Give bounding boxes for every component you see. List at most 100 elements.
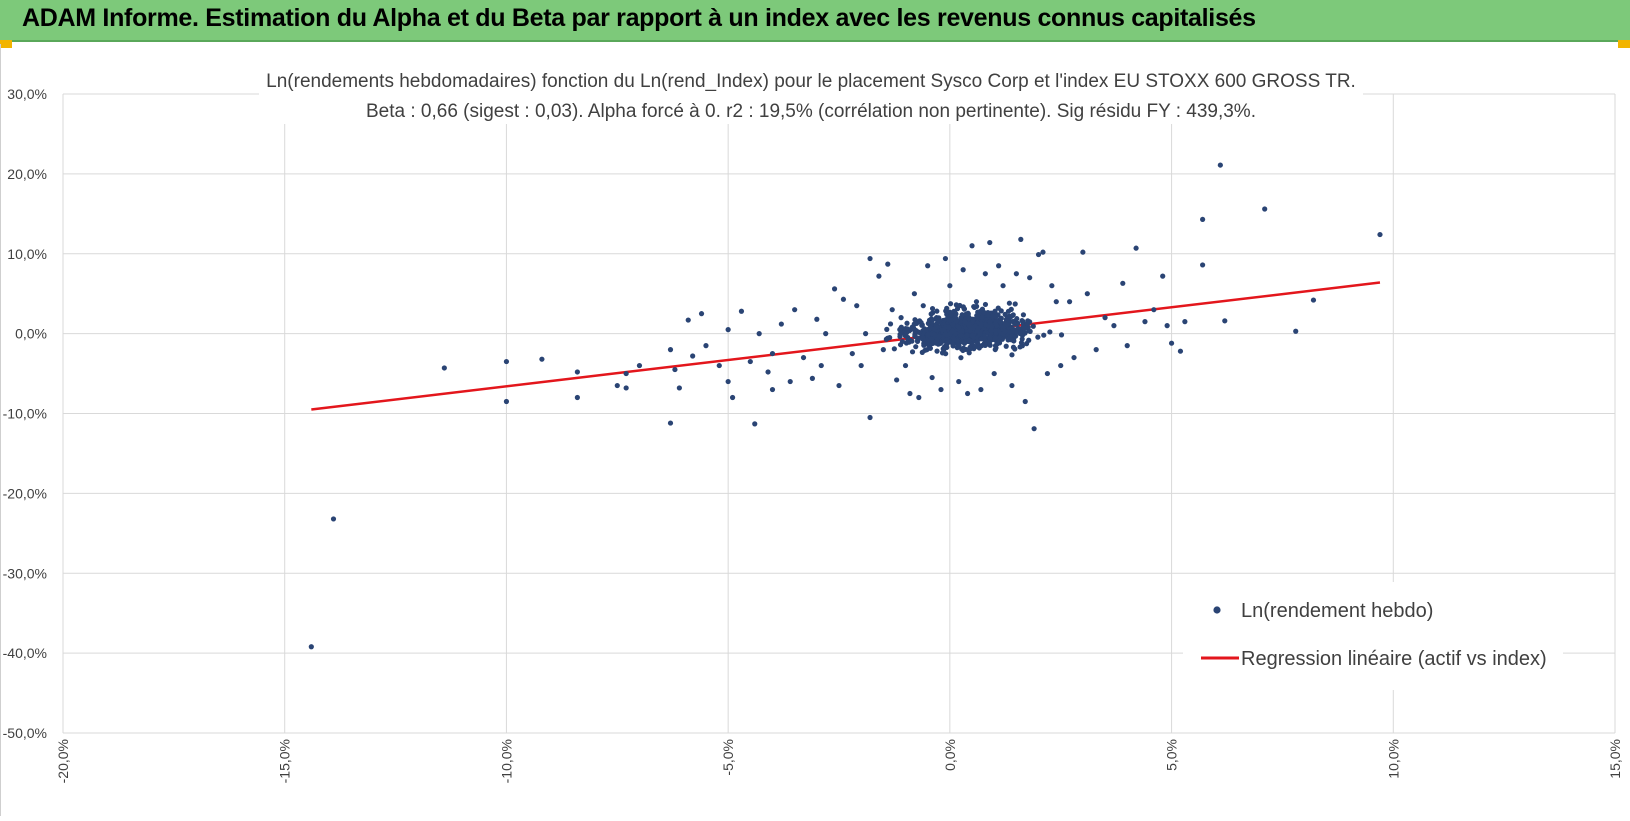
scatter-point [897, 342, 904, 348]
scatter-point [898, 315, 904, 321]
scatter-point [1023, 341, 1030, 347]
scatter-point [1035, 251, 1042, 258]
y-tick-label: -40,0% [3, 645, 47, 661]
scatter-point [725, 327, 731, 333]
scatter-point [1007, 334, 1013, 340]
scatter-point [969, 333, 976, 339]
scatter-point [953, 311, 959, 317]
legend-label-regression: Regression linéaire (actif vs index) [1241, 648, 1547, 670]
scatter-point [1013, 271, 1019, 277]
scatter-point [964, 332, 970, 339]
report-banner: ADAM Informe. Estimation du Alpha et du … [0, 0, 1630, 42]
scatter-point [928, 311, 934, 317]
chart-subtitle: Beta : 0,66 (sigest : 0,03). Alpha forcé… [366, 101, 1256, 122]
scatter-point [887, 321, 894, 327]
scatter-point [919, 322, 925, 328]
x-tick-label: -20,0% [55, 739, 71, 783]
scatter-point [987, 239, 993, 246]
scatter-point [1310, 297, 1317, 303]
scatter-point [931, 326, 937, 332]
scatter-point [676, 385, 682, 391]
scatter-point [672, 366, 678, 373]
corner-marker-left [0, 40, 12, 48]
scatter-point [961, 306, 967, 312]
scatter-point [1019, 336, 1025, 342]
scatter-point [938, 386, 944, 393]
scatter-point [919, 349, 925, 355]
scatter-point [959, 328, 965, 334]
scatter-point [1049, 283, 1055, 289]
regression-layer [311, 281, 1381, 411]
scatter-point [956, 378, 962, 385]
scatter-point [920, 303, 926, 309]
scatter-point [667, 420, 674, 426]
scatter-point [1010, 344, 1017, 350]
scatter-point [778, 321, 784, 327]
scatter-point [636, 362, 643, 369]
y-tick-label: -50,0% [3, 725, 47, 741]
legend-label-scatter: Ln(rendement hebdo) [1241, 600, 1433, 622]
scatter-point [925, 263, 931, 269]
scatter-point [1084, 291, 1090, 297]
scatter-point [929, 305, 936, 312]
scatter-point [1133, 245, 1139, 251]
scatter-point [752, 421, 758, 427]
scatter-point [854, 303, 860, 309]
scatter-point [330, 516, 337, 522]
scatter-point [800, 354, 807, 361]
scatter-point [944, 315, 951, 321]
x-tick-label: -10,0% [498, 739, 514, 783]
scatter-point [880, 347, 886, 353]
x-tick-label: 5,0% [1164, 739, 1180, 771]
scatter-point [933, 338, 940, 345]
scatter-point [1102, 315, 1108, 321]
scatter-point [956, 342, 962, 349]
scatter-point [931, 331, 937, 338]
scatter-point [441, 365, 447, 371]
y-tick-label: 10,0% [7, 246, 47, 262]
scatter-point [925, 332, 931, 338]
scatter-point [503, 398, 510, 405]
scatter-point [911, 321, 917, 327]
scatter-point [942, 331, 949, 337]
scatter-point [1293, 328, 1299, 334]
scatter-point [982, 271, 988, 277]
scatter-point [961, 340, 968, 346]
scatter-point [887, 335, 893, 341]
scatter-point [614, 382, 620, 389]
scatter-point [1013, 333, 1019, 339]
scatter-point [934, 308, 940, 314]
legend-scatter-marker [1213, 606, 1221, 614]
scatter-point [840, 296, 847, 302]
scatter-point [947, 301, 954, 307]
scatter-point [889, 307, 895, 313]
scatter-point [974, 339, 980, 345]
scatter-point [1111, 323, 1117, 329]
report-title: ADAM Informe. Estimation du Alpha et du … [22, 4, 1256, 32]
corner-marker-right [1618, 40, 1630, 48]
y-tick-label: -30,0% [3, 565, 47, 581]
scatter-point [1003, 343, 1009, 349]
x-tick-label: 10,0% [1385, 739, 1401, 779]
scatter-point [985, 309, 991, 316]
chart-frame: 30,0% 20,0% 10,0% 0,0% -10,0% -20,0% -30,0% -40… [0, 44, 1630, 816]
scatter-point [1168, 340, 1175, 346]
scatter-point [996, 263, 1002, 269]
scatter-point [929, 317, 936, 323]
scatter-point [947, 331, 953, 337]
scatter-point [970, 317, 976, 323]
scatter-point [809, 375, 815, 381]
scatter-point [1044, 370, 1051, 377]
x-axis-ticks: -20,0% -15,0% -10,0% -5,0% 0,0% 5,0% 10,0% 15,0… [55, 739, 1623, 783]
scatter-point [503, 358, 510, 365]
scatter-point [1058, 362, 1064, 369]
scatter-point [823, 331, 829, 337]
scatter-point [965, 315, 972, 322]
scatter-point [921, 340, 927, 347]
scatter-point [1025, 318, 1031, 324]
scatter-point [972, 344, 978, 350]
scatter-point [967, 344, 973, 350]
scatter-point [667, 347, 674, 353]
scatter-point [992, 335, 999, 341]
scatter-point [936, 319, 942, 325]
